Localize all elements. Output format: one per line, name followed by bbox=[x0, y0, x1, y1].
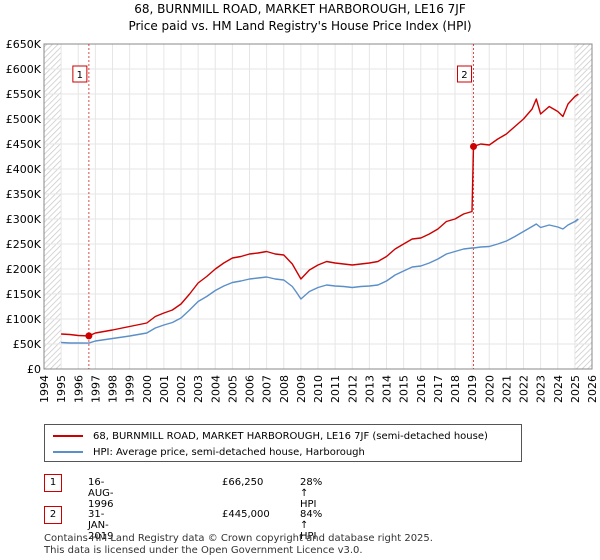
x-tick-label: 2007 bbox=[261, 375, 274, 403]
x-tick-label: 2019 bbox=[466, 375, 479, 403]
sale-point-2 bbox=[469, 143, 477, 150]
x-tick-label: 2011 bbox=[329, 375, 342, 403]
sale-hpi-2: 84% ↑ HPI bbox=[300, 509, 323, 542]
legend-label-property: 68, BURNMILL ROAD, MARKET HARBOROUGH, LE… bbox=[93, 430, 488, 442]
price-chart: £0 £50K £100K £150K £200K £250K £300K £350K £400… bbox=[6, 38, 599, 403]
hpi-line bbox=[61, 218, 579, 344]
y-tick-label: £300K bbox=[6, 213, 42, 226]
x-tick-label: 2008 bbox=[278, 375, 291, 403]
x-tick-label: 2001 bbox=[158, 375, 171, 403]
legend-item-property: 68, BURNMILL ROAD, MARKET HARBOROUGH, LE… bbox=[53, 428, 488, 444]
chart-subtitle: Price paid vs. HM Land Registry's House … bbox=[128, 19, 472, 33]
y-tick-label: £650K bbox=[6, 38, 42, 51]
hatched-region-1 bbox=[44, 44, 62, 369]
sale-label-box-2 bbox=[456, 65, 472, 83]
x-tick-label: 2006 bbox=[244, 375, 257, 403]
x-tick-label: 2025 bbox=[569, 375, 582, 403]
x-tick-label: 2002 bbox=[175, 375, 188, 403]
footer-licence: This data is licensed under the Open Gov… bbox=[44, 545, 363, 556]
sale-date-2: 31-JAN-2019 bbox=[88, 509, 114, 542]
x-tick-label: 1995 bbox=[55, 375, 68, 403]
y-tick-label: £400K bbox=[6, 163, 42, 176]
sale-label-2: 2 bbox=[461, 70, 467, 81]
x-tick-label: 2014 bbox=[381, 375, 394, 403]
y-tick-label: £350K bbox=[6, 188, 42, 201]
legend-swatch-hpi bbox=[53, 451, 83, 453]
x-tick-label: 2023 bbox=[535, 375, 548, 403]
legend-swatch-property bbox=[53, 435, 83, 437]
y-tick-label: £200K bbox=[6, 263, 42, 276]
x-tick-label: 1997 bbox=[89, 375, 102, 403]
y-tick-label: £550K bbox=[6, 88, 42, 101]
y-tick-label: £450K bbox=[6, 138, 42, 151]
y-tick-label: £250K bbox=[6, 238, 42, 251]
x-tick-label: 2000 bbox=[141, 375, 154, 403]
y-tick-label: £150K bbox=[6, 288, 42, 301]
y-tick-label: £600K bbox=[6, 63, 42, 76]
x-tick-label: 2026 bbox=[586, 375, 599, 403]
x-tick-label: 2021 bbox=[500, 375, 513, 403]
x-tick-label: 2003 bbox=[192, 375, 205, 403]
x-tick-label: 2017 bbox=[432, 375, 445, 403]
x-tick-label: 1996 bbox=[72, 375, 85, 403]
sale-point-1 bbox=[85, 332, 93, 340]
legend-label-hpi: HPI: Average price, semi-detached house,… bbox=[93, 446, 365, 458]
x-tick-label: 2004 bbox=[209, 375, 222, 403]
sale-marker-badge-1: 1 bbox=[44, 474, 62, 492]
x-tick-label: 2016 bbox=[415, 375, 428, 403]
sale-date-1: 16-AUG-1996 bbox=[88, 477, 114, 510]
hatched-region-2 bbox=[574, 44, 592, 369]
x-tick-label: 2010 bbox=[312, 375, 325, 403]
sale-label-box-1 bbox=[72, 65, 88, 83]
x-tick-label: 2020 bbox=[483, 375, 496, 403]
sale-hpi-1: 28% ↑ HPI bbox=[300, 477, 323, 510]
sale-price-2: £445,000 bbox=[222, 509, 270, 520]
x-tick-label: 1994 bbox=[38, 375, 51, 403]
x-tick-label: 2013 bbox=[363, 375, 376, 403]
y-tick-label: £50K bbox=[13, 338, 42, 351]
x-tick-label: 2012 bbox=[346, 375, 359, 403]
x-tick-label: 2005 bbox=[226, 375, 239, 403]
x-tick-label: 2018 bbox=[449, 375, 462, 403]
x-tick-label: 2009 bbox=[295, 375, 308, 403]
sale-price-1: £66,250 bbox=[222, 477, 264, 488]
sale-marker-badge-2: 2 bbox=[44, 506, 62, 524]
y-tick-label: £0 bbox=[27, 363, 41, 376]
legend-item-hpi: HPI: Average price, semi-detached house,… bbox=[53, 444, 365, 460]
footer-copyright: Contains HM Land Registry data © Crown c… bbox=[44, 533, 433, 544]
y-tick-label: £100K bbox=[6, 313, 42, 326]
plot-border bbox=[43, 43, 593, 370]
sale-label-1: 1 bbox=[77, 70, 83, 81]
x-tick-label: 1998 bbox=[107, 375, 120, 403]
x-tick-label: 2024 bbox=[552, 375, 565, 403]
chart-title: 68, BURNMILL ROAD, MARKET HARBOROUGH, LE… bbox=[134, 2, 466, 16]
x-tick-label: 2015 bbox=[398, 375, 411, 403]
y-tick-label: £500K bbox=[6, 113, 42, 126]
x-tick-label: 1999 bbox=[124, 375, 137, 403]
x-tick-label: 2022 bbox=[518, 375, 531, 403]
legend: 68, BURNMILL ROAD, MARKET HARBOROUGH, LE… bbox=[44, 424, 522, 462]
property-price-line bbox=[61, 93, 579, 337]
